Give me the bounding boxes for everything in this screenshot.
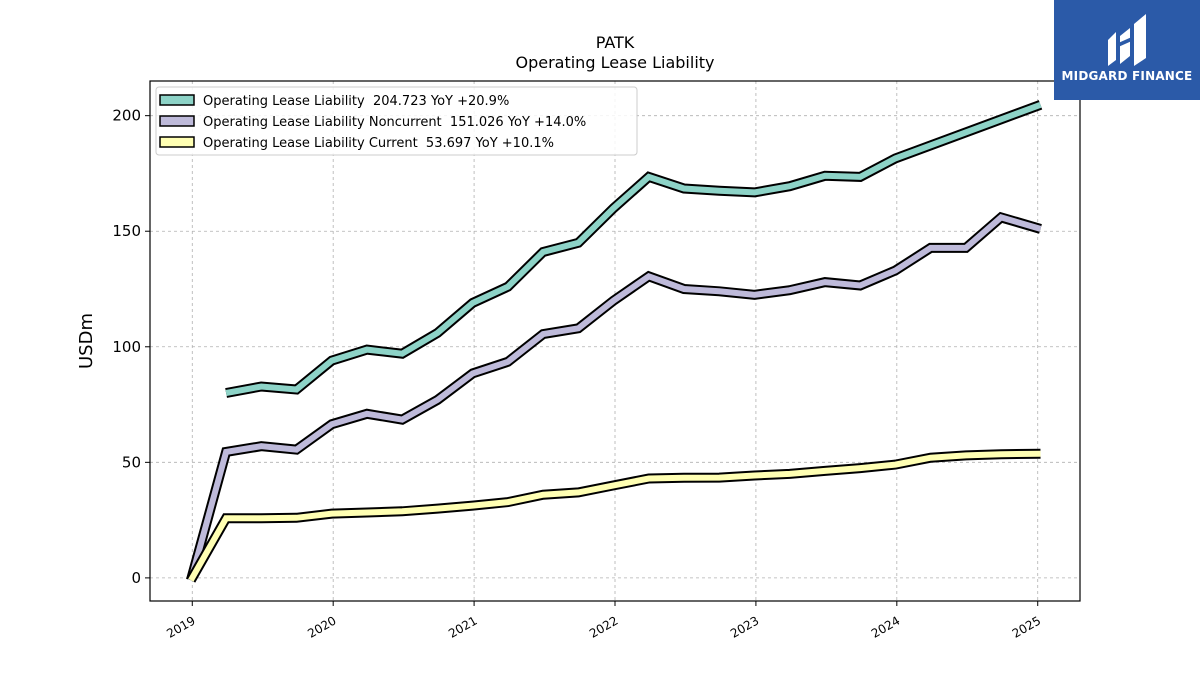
legend-swatch-2: [159, 115, 195, 127]
series-line-3: [188, 450, 1041, 582]
legend-swatch-3: [159, 136, 195, 148]
legend-label-2: Operating Lease Liability Noncurrent 151…: [203, 115, 586, 130]
x-tick-label: 2024: [869, 613, 902, 640]
legend-box: [155, 86, 638, 156]
x-tick-label: 2023: [728, 613, 761, 640]
y-tick-label: 150: [112, 222, 141, 240]
x-tick-label: 2019: [164, 613, 197, 640]
series-outline-2: [186, 211, 1042, 582]
x-tick-label: 2025: [1010, 613, 1043, 640]
legend-label-3: Operating Lease Liability Current 53.697…: [203, 136, 554, 151]
chart-subtitle: Operating Lease Liability: [515, 53, 714, 72]
legend-swatch-1: [159, 94, 195, 106]
series-line-1: [225, 101, 1042, 396]
y-tick-label: 200: [112, 107, 141, 125]
y-axis-label: USDm: [76, 313, 97, 369]
y-tick-label: 0: [131, 569, 141, 587]
x-tick-label: 2022: [587, 613, 620, 640]
legend-label-1: Operating Lease Liability 204.723 YoY +2…: [203, 94, 509, 109]
logo-text: MIDGARD FINANCE: [1061, 69, 1193, 83]
y-tick-label: 50: [122, 453, 141, 471]
legend: Operating Lease Liability 204.723 YoY +2…: [155, 86, 638, 156]
chart-title: PATK: [596, 33, 635, 52]
x-tick-label: 2020: [305, 613, 338, 640]
brand-logo: MIDGARD FINANCE: [1054, 0, 1200, 100]
x-tick-label: 2021: [446, 613, 479, 640]
logo-mark-icon: [1108, 14, 1146, 66]
series-line-2: [188, 214, 1042, 581]
y-tick-label: 100: [112, 338, 141, 356]
